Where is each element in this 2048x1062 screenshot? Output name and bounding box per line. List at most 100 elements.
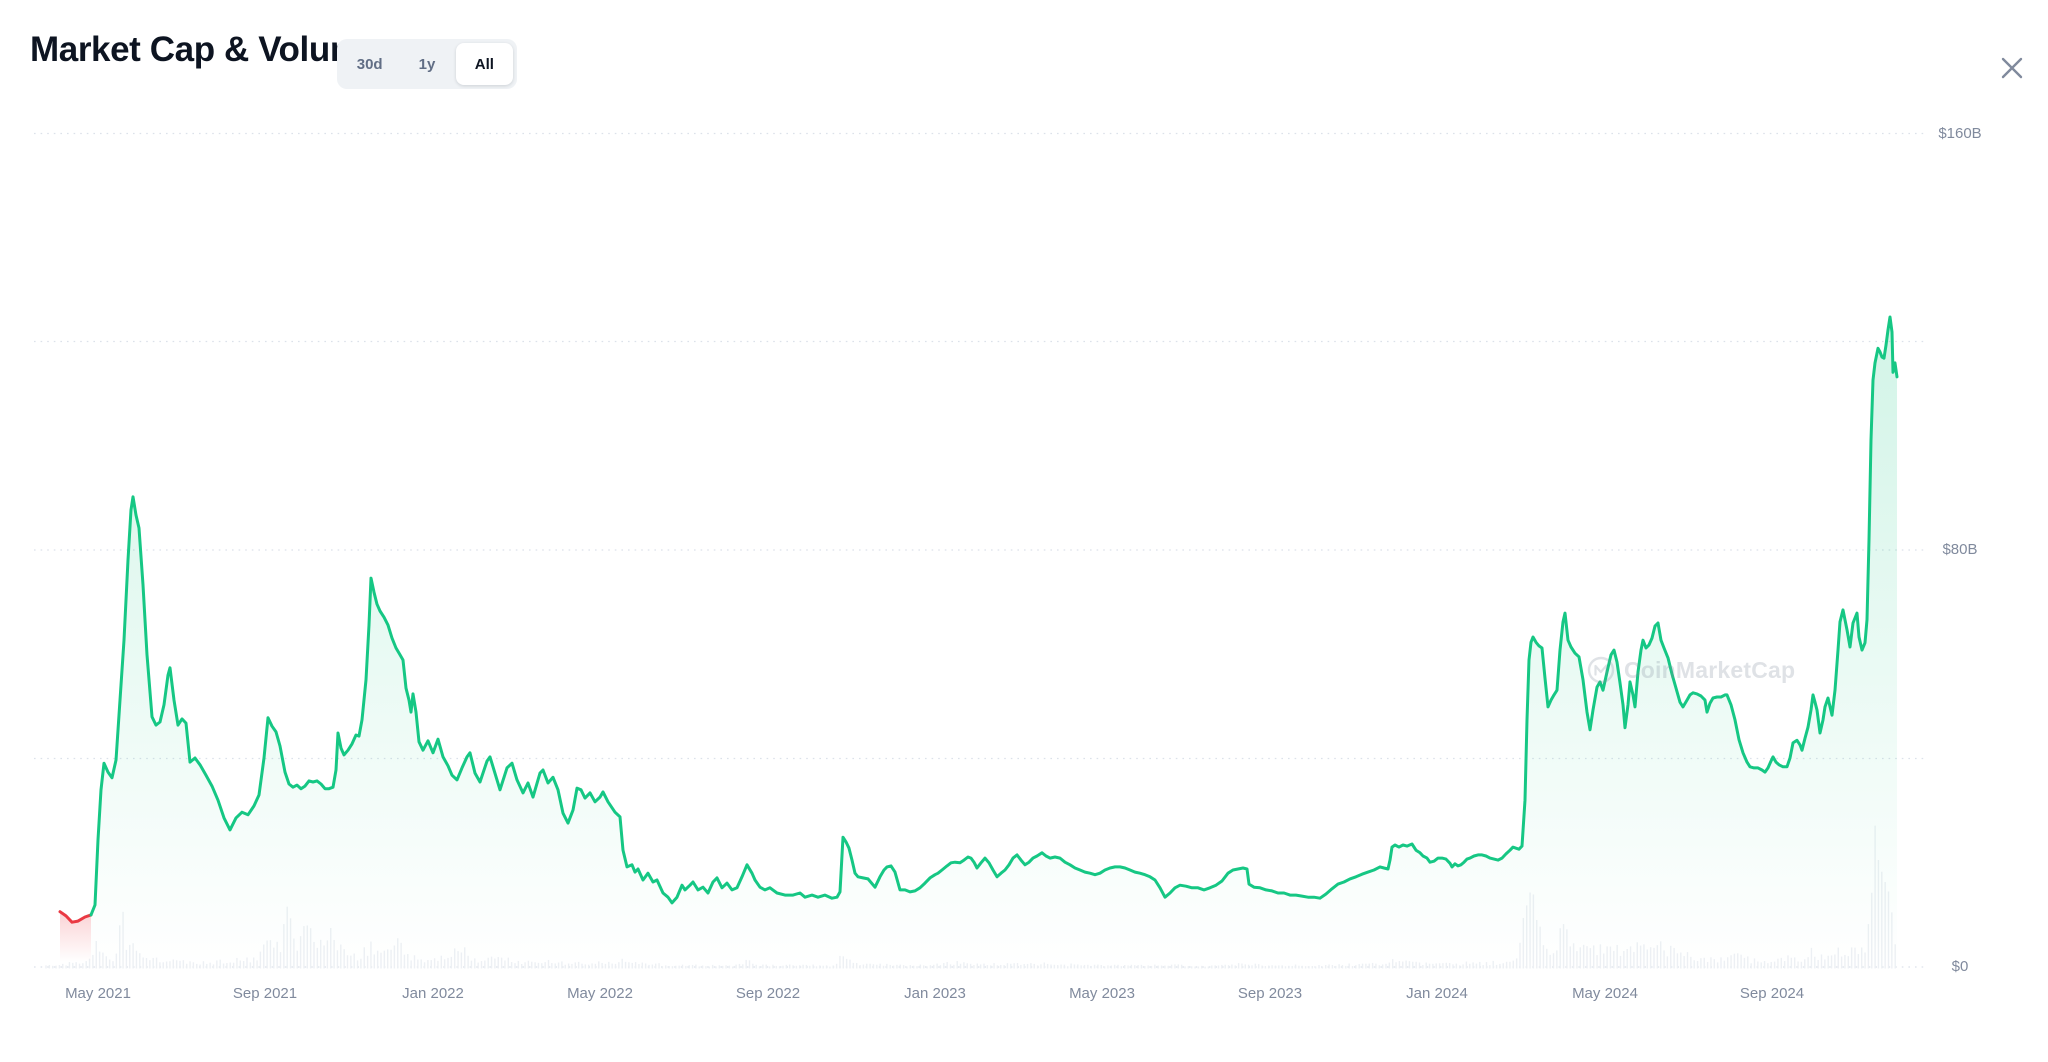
- range-selector: 30d 1y All: [337, 39, 517, 89]
- volume-bar: [916, 966, 918, 969]
- volume-bar: [1211, 965, 1213, 969]
- volume-bar: [768, 966, 771, 969]
- volume-bar: [882, 965, 885, 969]
- volume-bar: [1314, 966, 1317, 969]
- volume-bar: [1103, 966, 1106, 969]
- x-axis-label: Sep 2023: [1237, 985, 1303, 1002]
- volume-bar: [1110, 965, 1112, 969]
- volume-bar: [1301, 965, 1303, 969]
- area-fill-green: [91, 317, 1897, 967]
- volume-bar: [1345, 965, 1347, 969]
- volume-bar: [58, 965, 61, 969]
- volume-bar: [1291, 965, 1293, 969]
- volume-bar: [671, 966, 674, 969]
- volume-bar: [775, 965, 777, 969]
- volume-bar: [45, 965, 47, 969]
- x-axis-label: Sep 2024: [1739, 985, 1805, 1002]
- volume-bar: [708, 966, 710, 969]
- volume-bar: [728, 965, 731, 969]
- x-axis-label: Jan 2023: [904, 985, 966, 1002]
- volume-bar: [1351, 966, 1354, 969]
- close-icon: [2001, 57, 2023, 79]
- volume-bar: [1184, 966, 1186, 969]
- volume-bar: [661, 966, 664, 969]
- volume-bar: [1150, 965, 1153, 969]
- volume-bar: [758, 966, 761, 969]
- volume-bar: [1264, 966, 1267, 969]
- volume-bar: [1187, 966, 1190, 969]
- volume-bar: [701, 965, 704, 969]
- volume-bar: [926, 966, 928, 969]
- market-cap-line: [58, 315, 1899, 924]
- volume-bar: [1144, 966, 1146, 969]
- volume-bar: [1160, 965, 1163, 969]
- volume-bar: [1274, 965, 1277, 969]
- volume-bar: [698, 966, 700, 969]
- x-axis-label: Sep 2021: [232, 985, 298, 1002]
- x-axis-label: Jan 2022: [402, 985, 464, 1002]
- area-fills: [60, 317, 1897, 967]
- volume-bar: [1298, 965, 1300, 969]
- y-axis-label: $0: [1951, 958, 1969, 975]
- range-button-1y[interactable]: 1y: [398, 43, 455, 85]
- y-axis-label: $160B: [1938, 124, 1982, 142]
- volume-bar: [1207, 966, 1210, 969]
- area-fill-red: [60, 911, 91, 967]
- volume-bar: [1288, 965, 1290, 969]
- volume-bar: [1191, 966, 1193, 969]
- volume-bar: [1067, 966, 1069, 969]
- volume-bar: [1120, 966, 1123, 969]
- close-button[interactable]: [1993, 49, 2031, 87]
- volume-bar: [1321, 966, 1324, 969]
- volume-bar: [795, 965, 798, 969]
- x-axis-label: May 2021: [65, 985, 131, 1002]
- market-cap-line-red: [58, 910, 93, 924]
- volume-bar: [52, 965, 54, 969]
- volume-bar: [732, 966, 734, 969]
- volume-bar: [715, 966, 717, 969]
- volume-bar: [1090, 965, 1092, 969]
- y-axis-label: $80B: [1942, 541, 1978, 558]
- x-axis-label: May 2022: [567, 985, 633, 1002]
- volume-bar: [809, 965, 811, 969]
- x-axis-label: May 2023: [1069, 985, 1135, 1002]
- volume-bar: [1304, 966, 1307, 969]
- volume-bar: [1167, 965, 1169, 969]
- volume-bar: [1157, 965, 1159, 969]
- volume-bar: [829, 966, 831, 969]
- volume-bar: [48, 964, 51, 969]
- volume-bar: [668, 965, 670, 969]
- x-axis-label: May 2024: [1572, 985, 1638, 1002]
- volume-bar: [1261, 965, 1263, 969]
- volume-bar: [1204, 966, 1206, 969]
- volume-bar: [778, 966, 781, 969]
- volume-bar: [1311, 966, 1313, 969]
- volume-bar: [892, 965, 895, 969]
- x-axis-label: Sep 2022: [735, 985, 801, 1002]
- volume-bar: [815, 966, 818, 969]
- volume-bar: [1201, 965, 1203, 969]
- volume-bar: [1308, 966, 1310, 969]
- volume-bar: [1268, 965, 1270, 969]
- volume-bar: [55, 965, 57, 969]
- volume-bar: [722, 965, 724, 969]
- volume-bar: [685, 965, 687, 969]
- market-cap-line-green: [89, 315, 1899, 917]
- volume-bar: [675, 965, 677, 969]
- volume-bar: [705, 966, 707, 969]
- volume-bar: [1164, 965, 1166, 969]
- range-button-30d[interactable]: 30d: [341, 43, 398, 85]
- volume-bar: [1194, 966, 1196, 969]
- range-button-all[interactable]: All: [455, 43, 513, 85]
- page-title: Market Cap & Volume: [30, 30, 380, 69]
- volume-bar: [782, 965, 784, 969]
- volume-bar: [1335, 965, 1337, 969]
- volume-bar: [912, 965, 915, 969]
- volume-bar: [906, 966, 908, 969]
- x-axis-label: Jan 2024: [1406, 985, 1468, 1002]
- volume-bar: [1197, 966, 1200, 969]
- volume-bar: [678, 965, 680, 969]
- volume-bar: [1284, 966, 1287, 969]
- volume-bar: [822, 965, 824, 969]
